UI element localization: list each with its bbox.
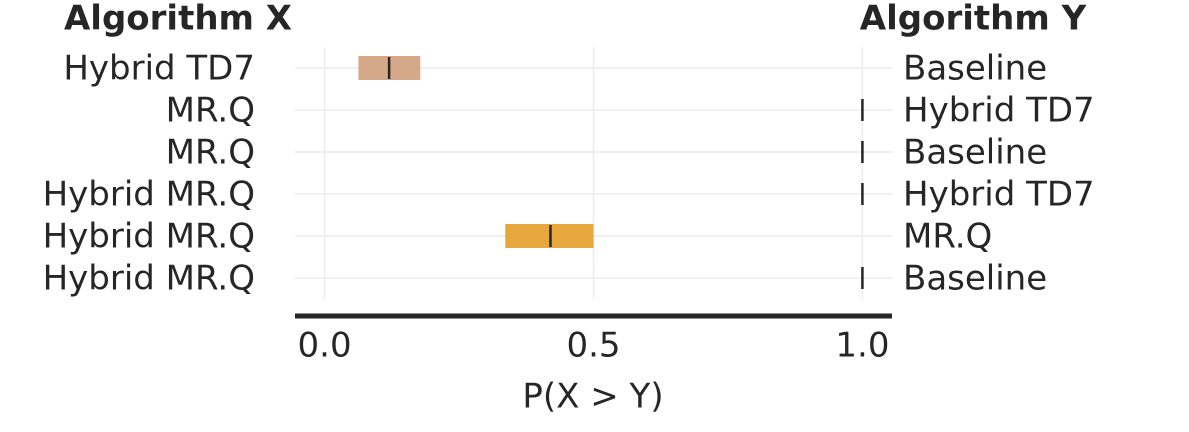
x-tick-label: 1.0	[835, 326, 889, 366]
left-label: Hybrid MR.Q	[43, 175, 255, 215]
right-label: Baseline	[903, 133, 1047, 173]
left-label: MR.Q	[166, 91, 255, 131]
left-label: Hybrid MR.Q	[43, 259, 255, 299]
left-label: Hybrid MR.Q	[43, 217, 255, 257]
left-label: MR.Q	[166, 133, 255, 173]
right-label: MR.Q	[903, 217, 992, 257]
left-title: Algorithm X	[64, 0, 292, 39]
x-axis-label: P(X > Y)	[522, 377, 663, 417]
x-tick-label: 0.5	[566, 326, 620, 366]
left-label: Hybrid TD7	[63, 49, 255, 89]
right-label: Hybrid TD7	[903, 175, 1095, 215]
right-label: Hybrid TD7	[903, 91, 1095, 131]
right-label: Baseline	[903, 259, 1047, 299]
right-title: Algorithm Y	[860, 0, 1087, 39]
right-label: Baseline	[903, 49, 1047, 89]
x-tick-label: 0.0	[298, 326, 352, 366]
